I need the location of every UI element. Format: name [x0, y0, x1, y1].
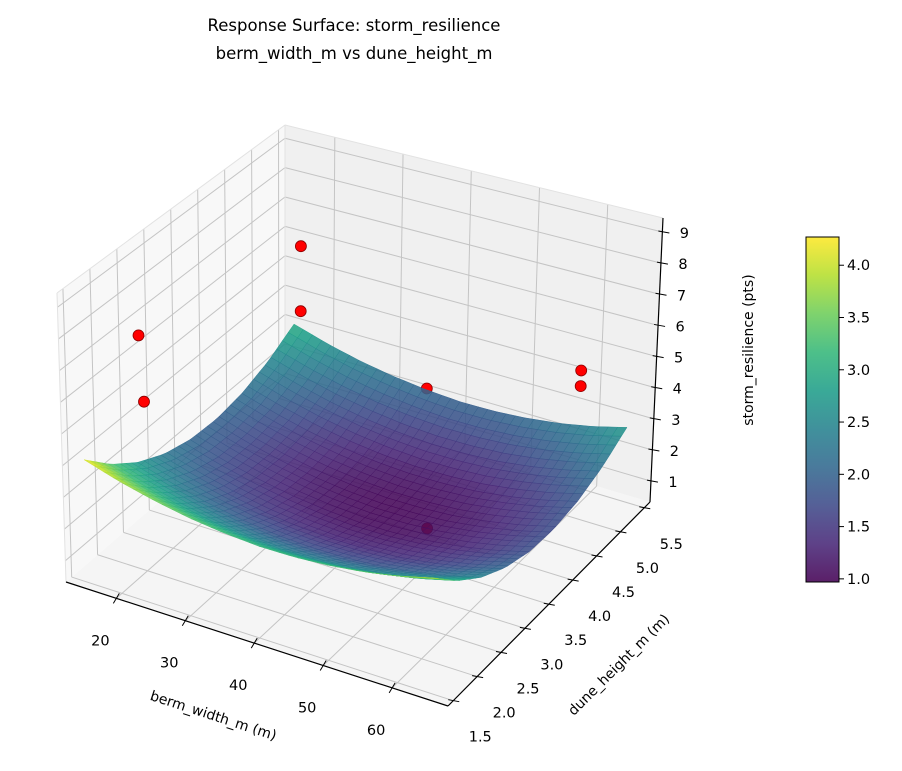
- z-axis-label: storm_resilience (pts): [741, 274, 757, 425]
- chart-title-line1: Response Surface: storm_resilience: [208, 16, 501, 36]
- colorbar-tick-label: 3.5: [847, 311, 870, 327]
- data-point: [575, 381, 586, 392]
- y-tick-label: 2.0: [493, 706, 516, 722]
- z-tick-label: 8: [678, 257, 687, 273]
- colorbar-tick-label: 2.0: [847, 467, 870, 483]
- y-tick-label: 2.5: [516, 681, 539, 697]
- x-tick-label: 30: [160, 656, 178, 672]
- colorbar-tick-label: 1.0: [847, 572, 870, 588]
- z-tick-label: 3: [671, 413, 680, 429]
- z-tick-label: 1: [668, 475, 677, 491]
- y-tick-label: 3.0: [540, 657, 563, 673]
- data-point: [139, 396, 150, 407]
- z-tick-label: 7: [677, 288, 686, 304]
- colorbar-tick-label: 3.0: [847, 363, 870, 379]
- x-tick-label: 40: [229, 678, 247, 694]
- y-tick-label: 5.0: [636, 561, 659, 577]
- z-tick-label: 4: [673, 382, 682, 398]
- y-tick-label: 4.5: [612, 585, 635, 601]
- colorbar-tick-label: 4.0: [847, 258, 870, 274]
- x-tick-label: 50: [298, 700, 316, 716]
- y-tick-label: 5.5: [660, 537, 683, 553]
- z-tick-label: 6: [675, 319, 684, 335]
- data-point: [133, 330, 144, 341]
- y-axis-label: dune_height_m (m): [565, 611, 673, 719]
- x-axis-label: berm_width_m (m): [148, 688, 278, 744]
- y-tick-label: 1.5: [469, 730, 492, 746]
- x-tick-label: 60: [367, 723, 385, 739]
- colorbar-ticks: 1.0 1.5 2.0 2.5 3.0 3.5 4.0: [839, 258, 870, 588]
- z-tick-label: 9: [680, 226, 689, 242]
- data-point: [295, 241, 306, 252]
- chart-title-line2: berm_width_m vs dune_height_m: [216, 44, 493, 64]
- x-tick-label: 20: [91, 633, 109, 649]
- colorbar-tick-label: 2.5: [847, 415, 870, 431]
- z-tick-label: 2: [670, 444, 679, 460]
- y-tick-label: 3.5: [564, 633, 587, 649]
- data-point: [576, 365, 587, 376]
- colorbar: [806, 237, 839, 582]
- z-tick-label: 5: [674, 351, 683, 367]
- data-point: [295, 306, 306, 317]
- y-tick-label: 4.0: [588, 609, 611, 625]
- colorbar-tick-label: 1.5: [847, 520, 870, 536]
